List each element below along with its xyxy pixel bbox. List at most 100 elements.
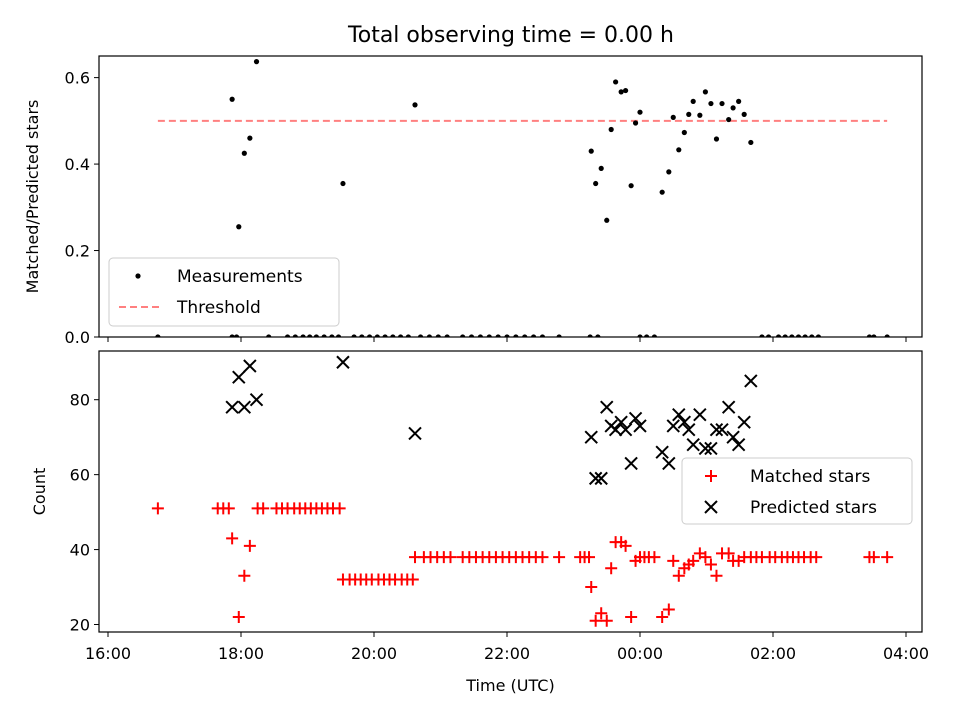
x-tick-label: 02:00	[750, 644, 796, 663]
measurement-point	[398, 334, 404, 337]
y-tick-label: 20	[70, 616, 90, 635]
predicted-star-point	[709, 422, 724, 437]
measurement-point	[229, 334, 235, 337]
matched-star-point	[704, 558, 717, 571]
x-axis-label: Time (UTC)	[465, 676, 554, 695]
matched-star-point	[536, 551, 549, 564]
measurement-point	[390, 334, 396, 337]
matched-star-point	[699, 551, 712, 564]
y-tick-label: 0.0	[65, 328, 90, 347]
x-tick-label: 22:00	[484, 644, 530, 663]
matched-star-point	[710, 569, 723, 582]
measurement-point	[307, 334, 313, 337]
measurement-point	[622, 87, 629, 94]
measurement-point	[651, 334, 658, 337]
predicted-star-point	[682, 422, 696, 437]
predicted-star-point	[672, 407, 686, 422]
matched-star-point	[662, 603, 675, 616]
matched-star-point	[238, 569, 251, 582]
matched-star-point	[605, 562, 618, 575]
predicted-star-point	[232, 370, 246, 384]
measurement-point	[460, 334, 466, 337]
measurement-point	[765, 334, 772, 337]
matched-star-point	[444, 551, 457, 564]
measurement-point	[359, 334, 365, 337]
matched-star-point	[672, 569, 685, 582]
measurement-point	[495, 334, 501, 337]
measurement-point	[417, 334, 424, 337]
legend-box	[108, 257, 340, 327]
predicted-star-point	[336, 355, 350, 369]
measurement-point	[628, 183, 634, 189]
matched-star-point	[687, 554, 700, 567]
legend-marker-x	[704, 500, 718, 514]
predicted-star-point	[633, 419, 647, 433]
predicted-star-point	[237, 400, 252, 414]
plot-area	[151, 355, 894, 627]
y-tick-label: 40	[70, 541, 90, 560]
bottom-panel-counts: 20 40 60 80 16:00 18:00 20:00 22:00 00:00 02:00 04…	[30, 350, 929, 695]
measurement-point	[676, 147, 682, 153]
measurement-point	[329, 334, 335, 337]
measurement-point	[284, 334, 291, 337]
matched-star-point	[222, 502, 235, 515]
y-tick-label: 60	[70, 466, 90, 485]
x-tick-label: 00:00	[617, 644, 663, 663]
measurement-point	[292, 334, 298, 337]
measurement-point	[266, 334, 272, 337]
measurement-point	[741, 111, 747, 117]
predicted-star-point	[693, 407, 707, 422]
measurement-point	[659, 189, 665, 195]
predicted-star-point	[731, 437, 746, 452]
measurement-point	[504, 334, 510, 337]
predicted-star-point	[744, 374, 758, 388]
predicted-star-point	[614, 415, 628, 429]
measurement-point	[871, 334, 877, 337]
top-panel-ratio: 0.0 0.2 0.4 0.6 Matched/Predicted stars Measu…	[23, 55, 923, 347]
measurement-point	[748, 139, 754, 146]
predicted-star-point	[704, 441, 718, 456]
x-tick-label: 04:00	[883, 644, 929, 663]
measurement-point	[884, 334, 890, 337]
measurement-point	[795, 334, 802, 337]
measurement-point	[637, 109, 643, 115]
predicted-star-point	[624, 456, 638, 471]
matched-star-point	[619, 539, 632, 552]
predicted-star-point	[662, 456, 676, 471]
predicted-star-point	[655, 445, 669, 459]
measurement-point	[595, 334, 601, 337]
measurement-point	[335, 334, 342, 337]
matched-star-point	[583, 551, 596, 564]
matched-star-point	[648, 551, 661, 564]
measurement-point	[815, 334, 822, 337]
predicted-star-point	[628, 411, 643, 426]
legend: Matched stars Predicted stars	[681, 457, 913, 525]
matched-star-point	[257, 502, 270, 515]
measurement-point	[809, 334, 815, 337]
measurement-point	[587, 334, 593, 337]
measurement-point	[486, 334, 492, 337]
measurement-point	[366, 334, 373, 337]
measurement-point	[351, 334, 357, 337]
measurement-point	[155, 334, 161, 337]
measurement-point	[522, 334, 528, 337]
measurement-point	[531, 334, 537, 337]
predicted-star-point	[721, 400, 736, 414]
predicted-star-point	[408, 426, 422, 441]
predicted-star-point	[249, 392, 264, 407]
measurement-point	[247, 135, 253, 141]
matched-star-point	[722, 547, 735, 560]
y-tick-label: 0.6	[65, 69, 90, 88]
measurement-point	[253, 59, 260, 65]
measurement-point	[618, 89, 624, 95]
predicted-star-point	[600, 400, 614, 414]
legend-label: Matched stars	[750, 467, 870, 487]
legend-label: Predicted stars	[750, 498, 877, 518]
measurement-point	[782, 334, 788, 337]
legend-box	[681, 457, 913, 525]
measurement-point	[604, 217, 610, 223]
measurement-point	[444, 334, 450, 337]
matched-star-point	[881, 551, 894, 564]
matched-star-point	[625, 611, 638, 624]
